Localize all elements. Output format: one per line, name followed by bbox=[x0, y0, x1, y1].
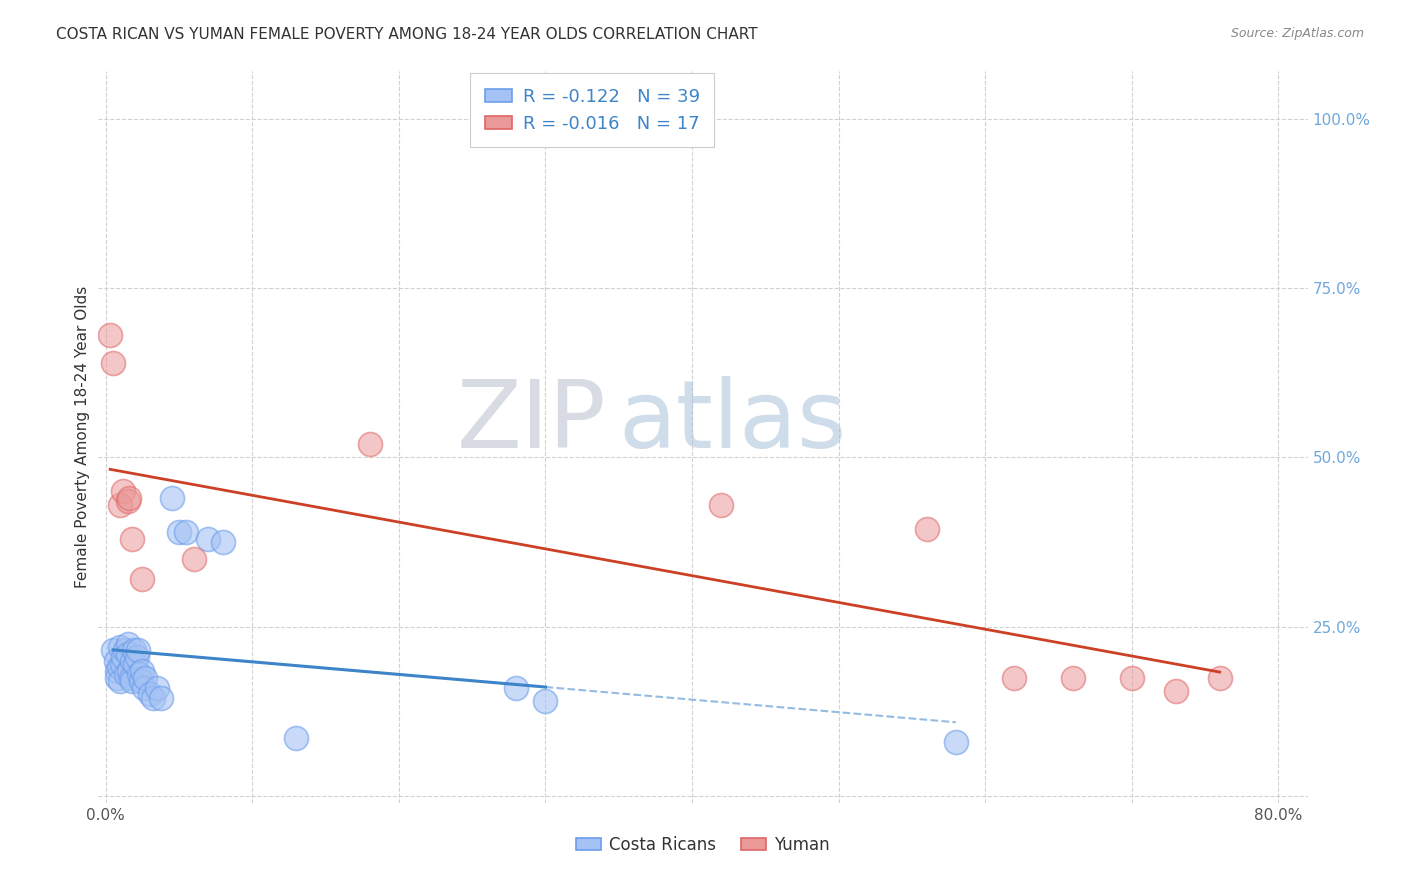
Point bbox=[359, 437, 381, 451]
Point bbox=[1121, 671, 1143, 685]
Point bbox=[107, 664, 129, 678]
Point bbox=[212, 535, 235, 549]
Point bbox=[117, 647, 139, 661]
Point bbox=[138, 688, 160, 702]
Point bbox=[505, 681, 527, 695]
Point bbox=[118, 664, 141, 678]
Point bbox=[105, 654, 128, 668]
Point bbox=[107, 671, 129, 685]
Point bbox=[128, 667, 150, 681]
Point bbox=[1208, 671, 1230, 685]
Point bbox=[197, 532, 219, 546]
Point bbox=[101, 355, 124, 369]
Point bbox=[132, 681, 155, 695]
Point bbox=[127, 643, 149, 657]
Point bbox=[115, 667, 138, 681]
Point bbox=[142, 690, 165, 705]
Point bbox=[146, 681, 169, 695]
Point bbox=[131, 572, 153, 586]
Point bbox=[117, 494, 139, 508]
Point bbox=[120, 671, 142, 685]
Point bbox=[129, 673, 152, 688]
Text: atlas: atlas bbox=[619, 376, 846, 468]
Text: COSTA RICAN VS YUMAN FEMALE POVERTY AMONG 18-24 YEAR OLDS CORRELATION CHART: COSTA RICAN VS YUMAN FEMALE POVERTY AMON… bbox=[56, 27, 758, 42]
Y-axis label: Female Poverty Among 18-24 Year Olds: Female Poverty Among 18-24 Year Olds bbox=[75, 286, 90, 588]
Point bbox=[134, 671, 156, 685]
Point bbox=[118, 491, 141, 505]
Point bbox=[945, 735, 967, 749]
Point bbox=[121, 532, 143, 546]
Point bbox=[1062, 671, 1084, 685]
Point bbox=[1164, 684, 1187, 698]
Text: Source: ZipAtlas.com: Source: ZipAtlas.com bbox=[1230, 27, 1364, 40]
Point bbox=[124, 657, 146, 671]
Point bbox=[1004, 671, 1026, 685]
Point bbox=[160, 491, 183, 505]
Point bbox=[534, 694, 557, 708]
Point bbox=[112, 650, 135, 665]
Point bbox=[150, 690, 173, 705]
Point bbox=[915, 521, 938, 535]
Point bbox=[167, 524, 190, 539]
Point bbox=[111, 657, 134, 671]
Point bbox=[125, 650, 148, 665]
Point bbox=[98, 328, 121, 343]
Point bbox=[176, 524, 198, 539]
Point bbox=[110, 673, 132, 688]
Point bbox=[117, 637, 139, 651]
Text: ZIP: ZIP bbox=[457, 376, 606, 468]
Point bbox=[112, 484, 135, 499]
Point bbox=[110, 498, 132, 512]
Legend: Costa Ricans, Yuman: Costa Ricans, Yuman bbox=[569, 829, 837, 860]
Point bbox=[131, 664, 153, 678]
Point bbox=[108, 660, 131, 674]
Point bbox=[121, 654, 143, 668]
Point bbox=[101, 643, 124, 657]
Point bbox=[285, 731, 308, 746]
Point bbox=[114, 643, 136, 657]
Point bbox=[183, 552, 205, 566]
Point bbox=[110, 640, 132, 654]
Point bbox=[122, 643, 145, 657]
Point bbox=[710, 498, 733, 512]
Point bbox=[121, 673, 143, 688]
